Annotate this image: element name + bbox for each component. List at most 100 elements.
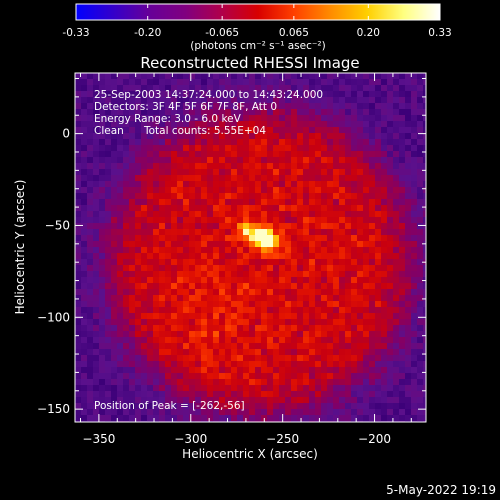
heatmap-cell bbox=[285, 241, 292, 248]
heatmap-cell bbox=[219, 241, 226, 248]
heatmap-cell bbox=[111, 241, 118, 248]
heatmap-cell bbox=[351, 229, 358, 236]
heatmap-cell bbox=[81, 97, 88, 104]
heatmap-cell bbox=[117, 109, 124, 116]
heatmap-cell bbox=[411, 103, 418, 110]
heatmap-cell bbox=[189, 175, 196, 182]
heatmap-cell bbox=[369, 415, 376, 422]
heatmap-cell bbox=[405, 103, 412, 110]
heatmap-cell bbox=[327, 157, 334, 164]
heatmap-cell bbox=[321, 343, 328, 350]
heatmap-cell bbox=[357, 205, 364, 212]
heatmap-cell bbox=[405, 271, 412, 278]
heatmap-cell bbox=[165, 91, 172, 98]
heatmap-cell bbox=[225, 85, 232, 92]
heatmap-cell bbox=[111, 139, 118, 146]
heatmap-cell bbox=[393, 73, 400, 80]
heatmap-cell bbox=[315, 175, 322, 182]
heatmap-cell bbox=[231, 301, 238, 308]
heatmap-cell bbox=[333, 271, 340, 278]
heatmap-cell bbox=[393, 193, 400, 200]
heatmap-cell bbox=[75, 211, 82, 218]
heatmap-cell bbox=[411, 349, 418, 356]
heatmap-cell bbox=[375, 313, 382, 320]
heatmap-cell bbox=[231, 283, 238, 290]
heatmap-cell bbox=[81, 115, 88, 122]
heatmap-cell bbox=[87, 247, 94, 254]
heatmap-cell bbox=[267, 229, 274, 236]
heatmap-cell bbox=[171, 211, 178, 218]
heatmap-cell bbox=[255, 193, 262, 200]
heatmap-cell bbox=[327, 175, 334, 182]
heatmap-cell bbox=[249, 109, 256, 116]
heatmap-cell bbox=[357, 391, 364, 398]
heatmap-cell bbox=[105, 319, 112, 326]
heatmap-cell bbox=[201, 85, 208, 92]
heatmap-cell bbox=[309, 73, 316, 80]
heatmap-cell bbox=[171, 367, 178, 374]
heatmap-cell bbox=[405, 163, 412, 170]
heatmap-cell bbox=[381, 307, 388, 314]
heatmap-cell bbox=[333, 391, 340, 398]
heatmap-cell bbox=[381, 79, 388, 86]
heatmap-cell bbox=[387, 97, 394, 104]
heatmap-cell bbox=[111, 295, 118, 302]
heatmap-cell bbox=[345, 253, 352, 260]
heatmap-cell bbox=[375, 103, 382, 110]
heatmap-cell bbox=[321, 229, 328, 236]
heatmap-cell bbox=[93, 415, 100, 422]
heatmap-cell bbox=[111, 409, 118, 416]
heatmap-cell bbox=[147, 355, 154, 362]
heatmap-cell bbox=[339, 199, 346, 206]
heatmap-cell bbox=[243, 103, 250, 110]
heatmap-cell bbox=[279, 337, 286, 344]
heatmap-cell bbox=[285, 187, 292, 194]
heatmap-cell bbox=[87, 313, 94, 320]
heatmap-cell bbox=[207, 91, 214, 98]
heatmap-cell bbox=[345, 325, 352, 332]
heatmap-cell bbox=[243, 337, 250, 344]
heatmap-cell bbox=[351, 283, 358, 290]
heatmap-cell bbox=[93, 247, 100, 254]
heatmap-cell bbox=[129, 211, 136, 218]
heatmap-cell bbox=[123, 241, 130, 248]
heatmap-cell bbox=[375, 253, 382, 260]
heatmap-cell bbox=[321, 397, 328, 404]
x-tick-label: −300 bbox=[174, 432, 207, 446]
heatmap-cell bbox=[81, 283, 88, 290]
heatmap-cell bbox=[411, 289, 418, 296]
heatmap-cell bbox=[369, 373, 376, 380]
heatmap-cell bbox=[303, 415, 310, 422]
heatmap-cell bbox=[369, 145, 376, 152]
heatmap-cell bbox=[369, 403, 376, 410]
heatmap-cell bbox=[333, 217, 340, 224]
heatmap-cell bbox=[207, 367, 214, 374]
heatmap-cell bbox=[333, 151, 340, 158]
heatmap-cell bbox=[333, 397, 340, 404]
heatmap-cell bbox=[225, 289, 232, 296]
heatmap-cell bbox=[351, 355, 358, 362]
heatmap-cell bbox=[273, 139, 280, 146]
heatmap-cell bbox=[105, 391, 112, 398]
heatmap-cell bbox=[417, 169, 424, 176]
heatmap-cell bbox=[291, 265, 298, 272]
heatmap-cell bbox=[189, 391, 196, 398]
heatmap-cell bbox=[261, 169, 268, 176]
heatmap-cell bbox=[243, 211, 250, 218]
heatmap-cell bbox=[417, 127, 424, 134]
heatmap-cell bbox=[261, 163, 268, 170]
heatmap-cell bbox=[393, 139, 400, 146]
heatmap-cell bbox=[195, 211, 202, 218]
heatmap-cell bbox=[201, 247, 208, 254]
heatmap-cell bbox=[381, 313, 388, 320]
heatmap-cell bbox=[165, 403, 172, 410]
heatmap-cell bbox=[93, 193, 100, 200]
heatmap-cell bbox=[237, 319, 244, 326]
heatmap-cell bbox=[201, 79, 208, 86]
heatmap-cell bbox=[345, 121, 352, 128]
heatmap-cell bbox=[183, 307, 190, 314]
heatmap-cell bbox=[345, 289, 352, 296]
heatmap-cell bbox=[75, 391, 82, 398]
heatmap-cell bbox=[165, 313, 172, 320]
heatmap-cell bbox=[159, 307, 166, 314]
